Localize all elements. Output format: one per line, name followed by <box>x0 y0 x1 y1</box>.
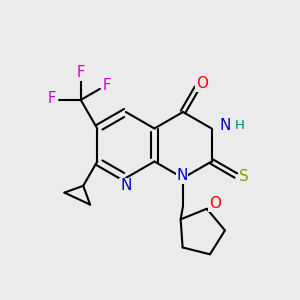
Text: H: H <box>235 119 244 132</box>
Text: N: N <box>120 178 131 194</box>
Text: F: F <box>103 78 111 93</box>
Text: O: O <box>196 76 208 91</box>
Text: F: F <box>76 65 85 80</box>
Text: S: S <box>239 169 249 184</box>
Text: F: F <box>48 92 56 106</box>
Text: O: O <box>209 196 221 211</box>
Text: N: N <box>176 169 188 184</box>
Text: N: N <box>220 118 231 133</box>
